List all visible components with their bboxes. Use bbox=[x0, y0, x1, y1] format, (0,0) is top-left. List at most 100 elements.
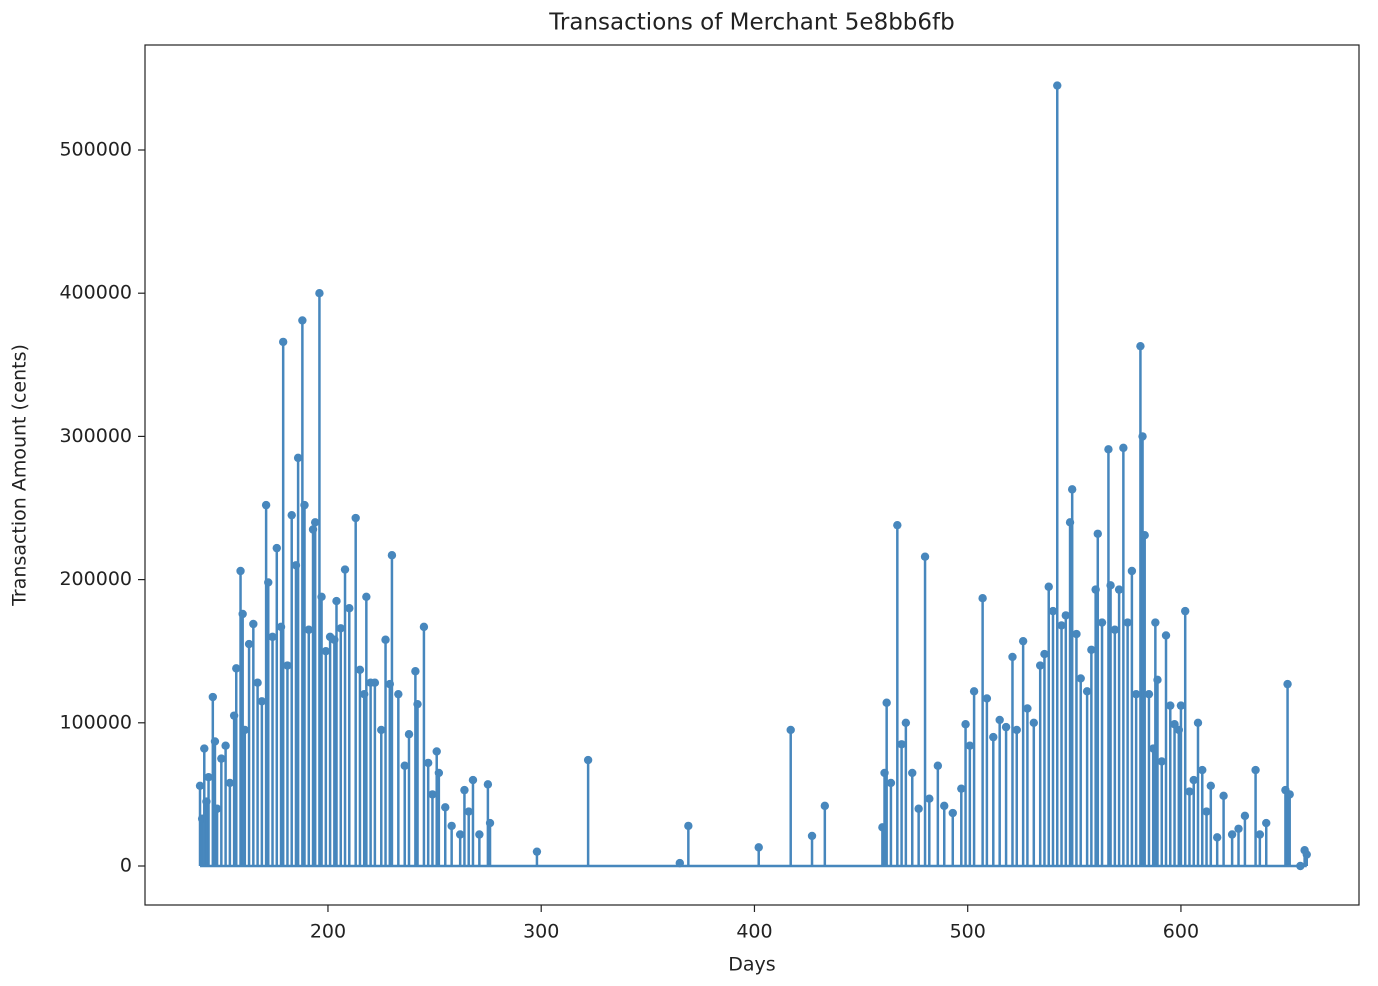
y-tick-label: 500000 bbox=[59, 139, 132, 161]
y-axis-label: Transaction Amount (cents) bbox=[9, 344, 31, 607]
marker bbox=[933, 761, 943, 770]
marker bbox=[1093, 529, 1102, 538]
marker bbox=[1302, 850, 1311, 859]
marker bbox=[1212, 833, 1222, 842]
marker bbox=[1234, 824, 1243, 833]
marker bbox=[882, 698, 891, 707]
marker bbox=[240, 725, 249, 735]
marker bbox=[893, 520, 902, 530]
marker bbox=[1136, 341, 1145, 351]
marker bbox=[965, 741, 975, 750]
marker bbox=[786, 725, 795, 735]
marker bbox=[807, 831, 817, 841]
marker bbox=[468, 775, 478, 785]
marker bbox=[253, 678, 262, 687]
marker bbox=[1097, 618, 1107, 627]
marker bbox=[394, 689, 403, 699]
marker bbox=[1185, 787, 1194, 796]
marker bbox=[272, 543, 281, 553]
marker bbox=[925, 794, 934, 803]
marker bbox=[278, 337, 288, 347]
marker bbox=[1104, 445, 1113, 454]
marker bbox=[1018, 636, 1028, 646]
marker bbox=[1057, 621, 1066, 630]
marker bbox=[1144, 689, 1154, 699]
marker bbox=[1029, 718, 1039, 728]
marker bbox=[886, 778, 896, 788]
marker bbox=[1076, 674, 1085, 683]
marker bbox=[413, 699, 422, 709]
marker bbox=[583, 755, 593, 765]
marker bbox=[321, 647, 331, 656]
marker bbox=[1240, 811, 1250, 821]
marker bbox=[370, 678, 380, 687]
marker bbox=[404, 730, 414, 739]
marker bbox=[475, 830, 484, 839]
marker bbox=[1296, 861, 1305, 871]
marker bbox=[961, 720, 970, 729]
marker bbox=[332, 596, 341, 606]
y-tick-label: 0 bbox=[120, 855, 132, 877]
marker bbox=[315, 289, 324, 298]
x-tick-label: 600 bbox=[1163, 921, 1199, 943]
marker bbox=[1157, 757, 1166, 766]
marker bbox=[1202, 807, 1211, 816]
marker bbox=[1262, 818, 1271, 828]
marker bbox=[1035, 661, 1045, 670]
marker bbox=[300, 500, 309, 510]
marker bbox=[362, 592, 371, 601]
marker bbox=[1189, 775, 1198, 785]
marker bbox=[1127, 566, 1137, 576]
marker bbox=[1061, 611, 1070, 620]
marker bbox=[355, 665, 365, 675]
marker bbox=[200, 744, 209, 753]
marker bbox=[820, 801, 830, 811]
marker bbox=[1087, 645, 1096, 654]
marker bbox=[317, 592, 326, 601]
marker bbox=[293, 453, 303, 463]
marker bbox=[1048, 606, 1058, 616]
marker bbox=[1181, 606, 1190, 616]
marker bbox=[434, 768, 444, 778]
marker bbox=[238, 609, 247, 619]
marker bbox=[684, 821, 693, 831]
marker bbox=[1193, 718, 1203, 728]
marker bbox=[989, 732, 998, 742]
marker bbox=[261, 500, 271, 510]
marker bbox=[969, 687, 979, 696]
marker bbox=[212, 804, 222, 813]
marker bbox=[1251, 765, 1260, 775]
marker bbox=[423, 758, 433, 768]
marker bbox=[1072, 629, 1081, 639]
marker bbox=[441, 803, 450, 812]
marker bbox=[298, 316, 307, 325]
marker bbox=[345, 604, 354, 613]
marker bbox=[948, 808, 957, 818]
marker bbox=[1176, 701, 1186, 710]
marker bbox=[1023, 704, 1032, 713]
marker bbox=[1255, 830, 1265, 839]
marker bbox=[377, 725, 386, 735]
marker bbox=[1198, 765, 1207, 775]
marker bbox=[232, 664, 241, 673]
marker bbox=[1170, 720, 1179, 729]
marker bbox=[1008, 652, 1017, 662]
marker bbox=[460, 785, 469, 795]
marker bbox=[351, 513, 360, 523]
marker bbox=[419, 622, 429, 632]
marker bbox=[340, 565, 350, 574]
x-axis-label: Days bbox=[728, 954, 775, 976]
chart-title: Transactions of Merchant 5e8bb6fb bbox=[548, 10, 954, 36]
marker bbox=[310, 518, 320, 527]
marker bbox=[485, 818, 495, 828]
marker bbox=[754, 843, 763, 852]
marker bbox=[244, 639, 254, 649]
marker bbox=[1131, 689, 1141, 699]
marker bbox=[221, 741, 230, 750]
marker bbox=[1151, 618, 1160, 627]
marker bbox=[1206, 781, 1215, 791]
marker bbox=[675, 858, 685, 868]
marker bbox=[249, 619, 258, 629]
marker bbox=[204, 773, 213, 782]
